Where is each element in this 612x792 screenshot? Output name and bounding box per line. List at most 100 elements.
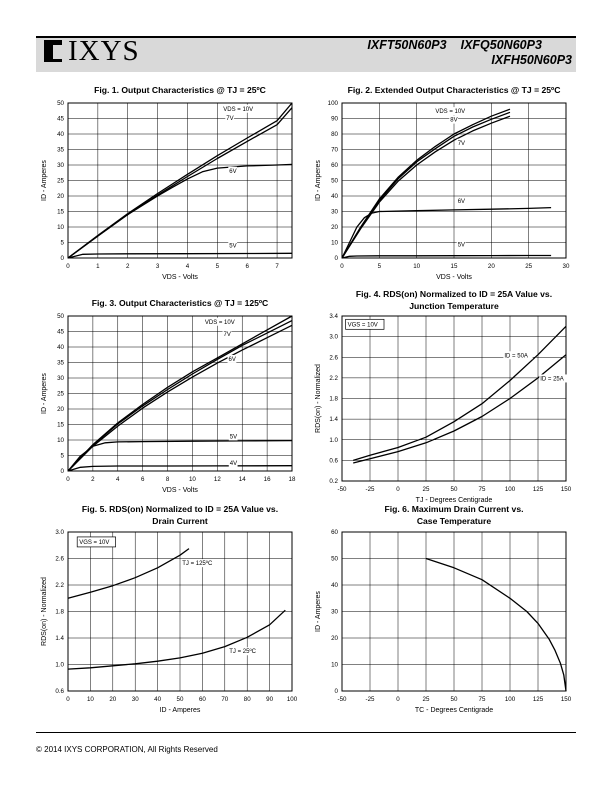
x-tick-label: 100	[505, 696, 516, 703]
annotation-label: 7V	[224, 332, 231, 338]
y-tick-label: 40	[331, 582, 338, 589]
annotation-label: ID = 50A	[504, 353, 528, 359]
y-tick-label: 10	[331, 662, 338, 669]
x-tick-label: 0	[66, 696, 70, 703]
y-tick-label: 1.4	[329, 416, 338, 423]
x-tick-label: 150	[561, 486, 572, 493]
annotation-bg	[539, 374, 569, 383]
x-tick-label: 8	[166, 476, 170, 483]
chart-title: Drain Current	[152, 516, 208, 526]
chart-title: Fig. 1. Output Characteristics @ TJ = 25…	[94, 85, 266, 95]
x-tick-label: -50	[338, 696, 348, 703]
x-axis-label: VDS - Volts	[162, 487, 198, 494]
y-tick-label: 3.0	[55, 529, 64, 536]
y-tick-label: 30	[57, 162, 64, 169]
y-tick-label: 90	[331, 116, 338, 123]
y-tick-label: 45	[57, 116, 64, 123]
x-tick-label: 100	[287, 696, 298, 703]
x-tick-label: 10	[87, 696, 94, 703]
x-tick-label: -25	[366, 486, 376, 493]
x-tick-label: 0	[396, 696, 400, 703]
x-tick-label: 12	[214, 476, 221, 483]
part-number-1: IXFT50N60P3	[367, 38, 447, 52]
y-tick-label: 20	[57, 193, 64, 200]
plot-frame	[341, 102, 567, 259]
annotation-bg	[456, 240, 466, 249]
x-tick-label: 80	[244, 696, 251, 703]
y-tick-label: 40	[57, 344, 64, 351]
chart-title: Fig. 3. Output Characteristics @ TJ = 12…	[92, 298, 269, 308]
x-tick-label: 18	[289, 476, 296, 483]
y-tick-label: 25	[57, 391, 64, 398]
y-tick-label: 35	[57, 360, 64, 367]
y-tick-label: 20	[331, 635, 338, 642]
series-line-1	[67, 548, 190, 599]
series-line-2	[353, 354, 567, 464]
y-axis-label: ID - Amperes	[315, 160, 322, 201]
header-band	[36, 36, 576, 72]
y-axis-label: ID - Amperes	[41, 373, 48, 414]
x-tick-label: 0	[340, 263, 344, 270]
y-tick-label: 3.0	[329, 334, 338, 341]
y-tick-label: 50	[331, 556, 338, 563]
chart-5: Fig. 5. RDS(on) Normalized to ID = 25A V…	[41, 504, 298, 714]
annotation-bg	[227, 354, 237, 363]
x-tick-label: 0	[66, 263, 70, 270]
annotation-bg	[503, 351, 533, 360]
y-tick-label: 45	[57, 329, 64, 336]
x-tick-label: 6	[141, 476, 145, 483]
annotation-label: 8V	[450, 118, 457, 124]
x-tick-label: 0	[66, 476, 70, 483]
y-tick-label: 5	[61, 240, 65, 247]
chart-4: Fig. 4. RDS(on) Normalized to ID = 25A V…	[315, 289, 572, 504]
series-line-1	[353, 325, 567, 462]
x-tick-label: 0	[396, 486, 400, 493]
x-tick-label: 20	[488, 263, 495, 270]
x-tick-label: 4	[116, 476, 120, 483]
chart-title: Fig. 5. RDS(on) Normalized to ID = 25A V…	[82, 504, 278, 514]
series-line-4	[341, 206, 552, 259]
y-tick-label: 30	[331, 209, 338, 216]
annotation-label: ID = 25A	[540, 376, 564, 382]
plot-frame	[67, 531, 293, 692]
annotation-bg	[228, 458, 238, 467]
y-tick-label: 20	[57, 406, 64, 413]
y-tick-label: 0	[61, 255, 65, 262]
y-axis-label: ID - Amperes	[315, 591, 322, 632]
plot-frame	[341, 315, 567, 482]
y-tick-label: 0	[335, 255, 339, 262]
chart-6: Fig. 6. Maximum Drain Current vs. Case Te…	[315, 504, 572, 714]
x-tick-label: 25	[423, 486, 430, 493]
annotation-bg	[434, 107, 467, 116]
annotation-bg	[449, 115, 459, 124]
x-tick-label: 75	[479, 486, 486, 493]
y-tick-label: 35	[57, 147, 64, 154]
annotation-label: TJ = 25ºC	[229, 648, 256, 655]
x-tick-label: 50	[451, 696, 458, 703]
x-tick-label: 10	[189, 476, 196, 483]
x-tick-label: 14	[239, 476, 246, 483]
annotation-box	[76, 536, 116, 548]
part-numbers: IXFT50N60P3 IXFQ50N60P3 IXFH50N60P3	[367, 38, 572, 68]
x-tick-label: 75	[479, 696, 486, 703]
annotation-label: 7V	[226, 116, 233, 122]
y-tick-label: 0.2	[329, 478, 338, 485]
x-tick-label: 3	[156, 263, 160, 270]
plot-frame	[341, 531, 567, 692]
logo-mark-cutout	[53, 45, 62, 59]
x-tick-label: 6	[245, 263, 249, 270]
y-tick-label: 1.8	[55, 609, 64, 616]
y-tick-label: 50	[331, 178, 338, 185]
annotation-label: 6V	[229, 169, 236, 175]
y-tick-label: 40	[57, 131, 64, 138]
y-tick-label: 2.6	[55, 556, 64, 563]
y-tick-label: 1.0	[55, 662, 64, 669]
y-tick-label: 10	[57, 437, 64, 444]
x-tick-label: 5	[378, 263, 382, 270]
series-line-3	[67, 324, 293, 472]
annotation-bg	[228, 241, 238, 250]
x-tick-label: -50	[338, 486, 348, 493]
y-tick-label: 80	[331, 131, 338, 138]
annotation-label: 5V	[229, 243, 236, 249]
